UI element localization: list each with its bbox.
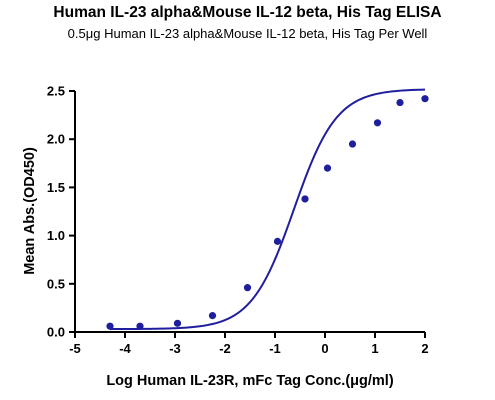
data-point [301, 195, 309, 203]
data-point [273, 237, 282, 245]
data-point [421, 95, 429, 103]
data-point [106, 322, 114, 330]
y-tick-label: 2.0 [47, 132, 65, 147]
x-tick-label: -3 [169, 341, 181, 356]
y-tick-label: 2.5 [47, 84, 65, 99]
data-point [243, 284, 252, 292]
y-axis-title: Mean Abs.(OD450) [22, 147, 38, 275]
data-point [136, 322, 144, 330]
data-point [396, 98, 404, 107]
x-tick-label: 2 [421, 341, 428, 356]
fit-curve-layer [109, 88, 426, 331]
data-point [373, 119, 382, 127]
data-point [208, 312, 217, 320]
y-tick-label: 0.0 [47, 325, 65, 340]
fit-curve [109, 88, 426, 331]
data-point [173, 319, 182, 327]
x-tick-label: -5 [69, 341, 81, 356]
x-tick-label: 1 [371, 341, 378, 356]
data-point [348, 140, 357, 148]
x-tick-label: -1 [269, 341, 281, 356]
x-axis-title: Log Human IL-23R, mFc Tag Conc.(μg/ml) [106, 373, 394, 389]
y-tick-label: 0.5 [47, 276, 65, 291]
x-tick-label: -4 [119, 341, 131, 356]
y-tick-label: 1.5 [47, 180, 65, 195]
x-tick-label: 0 [321, 341, 328, 356]
axes: -5 -4 -3 -2 -1 0 1 2 0.0 0.5 1.0 1.5 2.0 2.5 [47, 84, 429, 357]
chart-title: Human IL-23 alpha&Mouse IL-12 beta, His … [53, 4, 442, 21]
y-tick-label: 1.0 [47, 228, 65, 243]
data-point [323, 164, 332, 172]
chart-subtitle: 0.5μg Human IL-23 alpha&Mouse IL-12 beta… [67, 26, 428, 41]
data-points-layer [106, 95, 429, 330]
x-tick-label: -2 [219, 341, 231, 356]
